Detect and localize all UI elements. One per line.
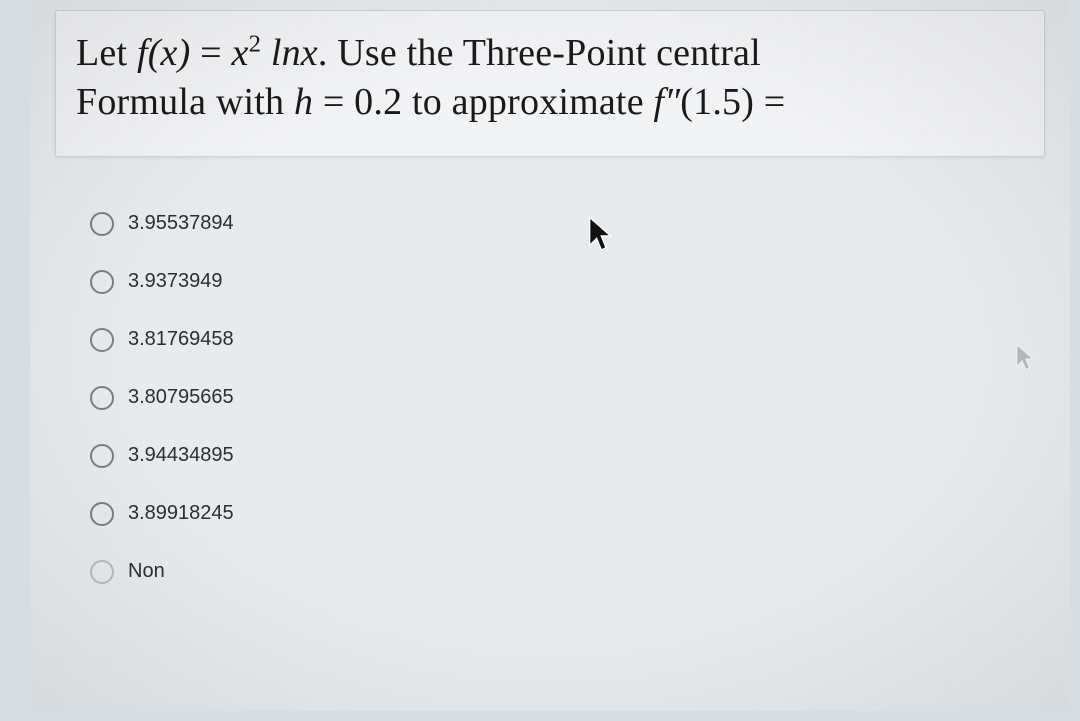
q-eq1: = <box>190 32 231 74</box>
q-fpp: f″ <box>653 81 680 123</box>
options-list: 3.95537894 3.9373949 3.81769458 3.807956… <box>90 212 1070 584</box>
option-label: 3.94434895 <box>128 444 234 467</box>
q-exp: 2 <box>249 30 262 57</box>
option-label: 3.95537894 <box>128 212 234 235</box>
radio-icon <box>90 386 114 410</box>
option-label: Non <box>128 560 165 583</box>
option-4[interactable]: 3.80795665 <box>90 386 1070 410</box>
q-eq2: = 0.2 to approximate <box>313 81 653 123</box>
q-fx: f(x) <box>137 32 191 74</box>
option-label: 3.80795665 <box>128 386 234 409</box>
q-h: h <box>294 81 313 123</box>
option-label: 3.81769458 <box>128 328 234 351</box>
option-6[interactable]: 3.89918245 <box>90 502 1070 526</box>
radio-icon <box>90 560 114 584</box>
radio-icon <box>90 444 114 468</box>
radio-icon <box>90 270 114 294</box>
option-2[interactable]: 3.9373949 <box>90 270 1070 294</box>
q-text: Let <box>76 32 137 74</box>
radio-icon <box>90 328 114 352</box>
q-l2a: Formula with <box>76 81 294 123</box>
q-arg: (1.5) <box>680 81 764 123</box>
option-label: 3.9373949 <box>128 270 223 293</box>
q-tail1: . Use the Three-Point central <box>318 32 761 74</box>
option-7[interactable]: Non <box>90 560 1070 584</box>
question-line-1: Let f(x) = x2 lnx. Use the Three-Point c… <box>76 29 1024 78</box>
q-eq3: = <box>764 81 786 123</box>
option-label: 3.89918245 <box>128 502 234 525</box>
question-box: Let f(x) = x2 lnx. Use the Three-Point c… <box>55 10 1045 157</box>
q-ln: lnx <box>261 32 318 74</box>
option-5[interactable]: 3.94434895 <box>90 444 1070 468</box>
radio-icon <box>90 212 114 236</box>
radio-icon <box>90 502 114 526</box>
q-x: x <box>232 32 249 74</box>
option-1[interactable]: 3.95537894 <box>90 212 1070 236</box>
question-line-2: Formula with h = 0.2 to approximate f″(1… <box>76 78 1024 127</box>
option-3[interactable]: 3.81769458 <box>90 328 1070 352</box>
quiz-page: Let f(x) = x2 lnx. Use the Three-Point c… <box>30 0 1070 711</box>
